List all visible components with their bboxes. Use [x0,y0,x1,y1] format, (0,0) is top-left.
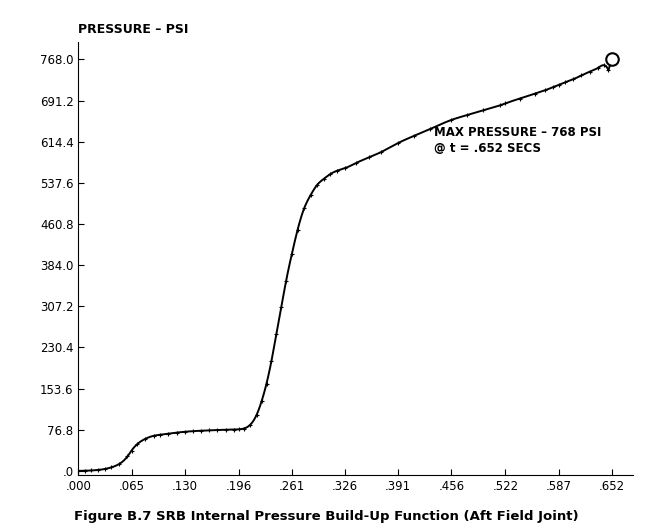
Text: PRESSURE – PSI: PRESSURE – PSI [78,23,189,36]
Text: @ t = .652 SECS: @ t = .652 SECS [434,142,541,155]
Text: Figure B.7 SRB Internal Pressure Build-Up Function (Aft Field Joint): Figure B.7 SRB Internal Pressure Build-U… [74,510,579,523]
Text: MAX PRESSURE – 768 PSI: MAX PRESSURE – 768 PSI [434,126,601,139]
